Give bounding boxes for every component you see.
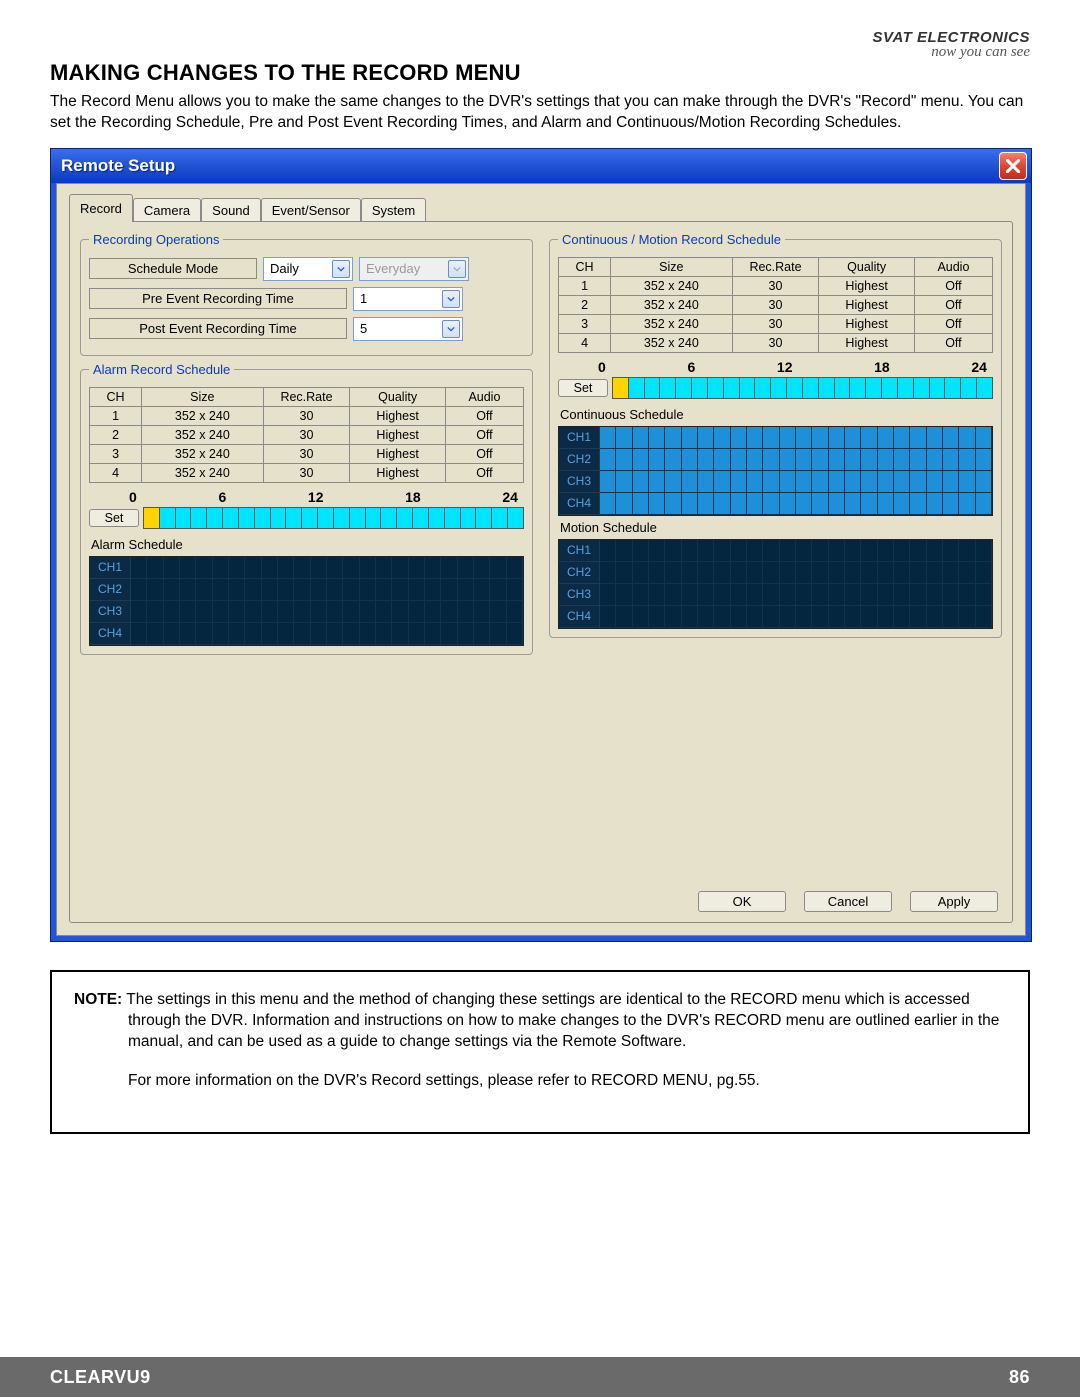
page-footer: CLEARVU9 86	[0, 1357, 1080, 1397]
tab-eventsensor[interactable]: Event/Sensor	[261, 198, 361, 222]
cont-schedule-grid[interactable]: CH1CH2CH3CH4	[558, 426, 993, 516]
schedule-mode-label: Schedule Mode	[89, 258, 257, 279]
footer-page-number: 86	[1009, 1367, 1030, 1388]
note-box: NOTE: The settings in this menu and the …	[50, 970, 1030, 1134]
tab-record[interactable]: Record	[69, 194, 133, 222]
cont-set-button[interactable]: Set	[558, 379, 608, 397]
alarm-set-bar[interactable]	[143, 507, 524, 529]
chevron-down-icon	[332, 260, 350, 278]
alarm-legend: Alarm Record Schedule	[89, 362, 234, 377]
brand-block: SVAT ELECTRONICS now you can see	[873, 30, 1030, 60]
alarm-record-group: Alarm Record Schedule CHSizeRec.RateQual…	[80, 362, 533, 655]
pre-event-select[interactable]: 1	[353, 287, 463, 311]
post-event-label: Post Event Recording Time	[89, 318, 347, 339]
note-p1: NOTE: The settings in this menu and the …	[74, 990, 1006, 1053]
cont-schedule-label: Continuous Schedule	[560, 407, 993, 422]
cont-set-bar[interactable]	[612, 377, 993, 399]
apply-button[interactable]: Apply	[910, 891, 998, 912]
manual-page: SVAT ELECTRONICS now you can see MAKING …	[0, 0, 1080, 1397]
tab-system[interactable]: System	[361, 198, 426, 222]
window-title: Remote Setup	[61, 156, 175, 176]
rec-ops-legend: Recording Operations	[89, 232, 223, 247]
cont-axis: 06121824	[598, 359, 987, 375]
cont-legend: Continuous / Motion Record Schedule	[558, 232, 785, 247]
chevron-down-icon	[442, 290, 460, 308]
remote-setup-window: Remote Setup RecordCameraSoundEvent/Sens…	[50, 148, 1032, 942]
note-p2: For more information on the DVR's Record…	[74, 1071, 1006, 1092]
motion-schedule-label: Motion Schedule	[560, 520, 993, 535]
pre-event-label: Pre Event Recording Time	[89, 288, 347, 309]
alarm-table[interactable]: CHSizeRec.RateQualityAudio1352 x 24030Hi…	[89, 387, 524, 483]
page-heading: MAKING CHANGES TO THE RECORD MENU	[50, 60, 1030, 86]
intro-text: The Record Menu allows you to make the s…	[50, 92, 1030, 134]
recording-operations-group: Recording Operations Schedule Mode Daily…	[80, 232, 533, 356]
client-area: RecordCameraSoundEvent/SensorSystem Reco…	[56, 183, 1026, 936]
tab-bar: RecordCameraSoundEvent/SensorSystem	[69, 194, 1013, 222]
left-column: Recording Operations Schedule Mode Daily…	[80, 232, 533, 661]
brand-svat: SVAT ELECTRONICS	[873, 30, 1030, 45]
tab-sound[interactable]: Sound	[201, 198, 261, 222]
schedule-mode-select[interactable]: Daily	[263, 257, 353, 281]
right-column: Continuous / Motion Record Schedule CHSi…	[549, 232, 1002, 661]
chevron-down-icon	[442, 320, 460, 338]
ok-button[interactable]: OK	[698, 891, 786, 912]
titlebar: Remote Setup	[51, 149, 1031, 183]
close-icon	[1006, 159, 1020, 173]
schedule-day-select: Everyday	[359, 257, 469, 281]
chevron-down-icon	[448, 260, 466, 278]
alarm-axis: 06121824	[129, 489, 518, 505]
close-button[interactable]	[999, 152, 1027, 180]
continuous-motion-group: Continuous / Motion Record Schedule CHSi…	[549, 232, 1002, 638]
brand-tagline: now you can see	[873, 45, 1030, 60]
alarm-schedule-grid[interactable]: CH1CH2CH3CH4	[89, 556, 524, 646]
tab-body: Recording Operations Schedule Mode Daily…	[69, 221, 1013, 923]
alarm-set-button[interactable]: Set	[89, 509, 139, 527]
cancel-button[interactable]: Cancel	[804, 891, 892, 912]
footer-product: CLEARVU9	[50, 1367, 151, 1388]
tab-camera[interactable]: Camera	[133, 198, 201, 222]
motion-schedule-grid[interactable]: CH1CH2CH3CH4	[558, 539, 993, 629]
dialog-buttons: OK Cancel Apply	[698, 891, 998, 912]
post-event-select[interactable]: 5	[353, 317, 463, 341]
cont-table[interactable]: CHSizeRec.RateQualityAudio1352 x 24030Hi…	[558, 257, 993, 353]
alarm-schedule-label: Alarm Schedule	[91, 537, 524, 552]
